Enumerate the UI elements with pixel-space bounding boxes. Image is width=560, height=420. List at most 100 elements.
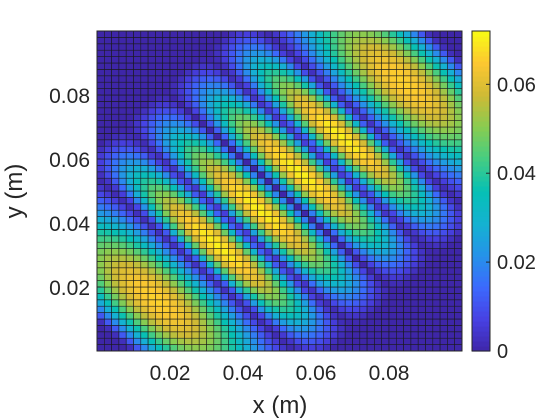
heatmap-cell: [177, 94, 185, 102]
heatmap-cell: [425, 286, 434, 294]
heatmap-cell: [352, 305, 361, 313]
heatmap-cell: [206, 216, 215, 224]
heatmap-cell: [301, 197, 309, 205]
heatmap-cell: [315, 184, 324, 192]
heatmap-cell: [162, 241, 171, 249]
heatmap-cell: [162, 344, 171, 352]
heatmap-cell: [242, 139, 251, 147]
heatmap-cell: [206, 190, 215, 198]
heatmap-cell: [330, 267, 339, 275]
heatmap-cell: [293, 152, 302, 160]
heatmap-cell: [111, 81, 120, 89]
heatmap-cell: [242, 113, 251, 121]
heatmap-cell: [344, 254, 353, 262]
heatmap-cell: [279, 203, 288, 211]
heatmap-cell: [264, 133, 273, 141]
heatmap-cell: [169, 229, 178, 237]
heatmap-cell: [184, 286, 193, 294]
heatmap-cell: [177, 81, 185, 89]
heatmap-cell: [264, 267, 273, 275]
heatmap-cell: [381, 222, 390, 230]
heatmap-cell: [264, 229, 273, 237]
heatmap-cell: [104, 177, 112, 185]
heatmap-cell: [395, 152, 404, 160]
heatmap-cell: [330, 344, 339, 352]
colorbar-segment: [472, 136, 490, 142]
heatmap-cell: [271, 88, 280, 96]
heatmap-cell: [250, 299, 258, 307]
heatmap-cell: [271, 318, 280, 326]
heatmap-cell: [257, 305, 266, 313]
heatmap-cell: [169, 235, 178, 243]
heatmap-cell: [133, 81, 142, 89]
heatmap-cell: [242, 312, 251, 320]
heatmap-cell: [293, 177, 302, 185]
heatmap-cell: [191, 222, 200, 230]
heatmap-cell: [169, 88, 178, 96]
heatmap-cell: [337, 56, 346, 64]
heatmap-cell: [425, 254, 434, 262]
heatmap-cell: [454, 81, 463, 89]
heatmap-cell: [301, 299, 309, 307]
heatmap-cell: [198, 120, 207, 128]
heatmap-cell: [111, 101, 120, 109]
heatmap-cell: [432, 209, 441, 217]
heatmap-cell: [447, 305, 455, 313]
heatmap-cell: [374, 305, 382, 313]
heatmap-cell: [206, 113, 215, 121]
heatmap-cell: [308, 197, 317, 205]
heatmap-cell: [359, 216, 368, 224]
heatmap-cell: [250, 235, 258, 243]
heatmap-cell: [293, 49, 302, 57]
heatmap-cell: [184, 197, 193, 205]
heatmap-cell: [155, 30, 163, 38]
heatmap-cell: [403, 299, 412, 307]
heatmap-cell: [432, 165, 441, 173]
heatmap-cell: [447, 222, 455, 230]
heatmap-cell: [330, 299, 339, 307]
heatmap-cell: [301, 267, 309, 275]
colorbar-segment: [472, 166, 490, 172]
heatmap-cell: [439, 344, 448, 352]
heatmap-cell: [315, 293, 324, 301]
colorbar-segment: [472, 91, 490, 97]
heatmap-cell: [169, 177, 178, 185]
heatmap-cell: [191, 30, 200, 38]
heatmap-cell: [279, 113, 288, 121]
heatmap-cell: [388, 318, 397, 326]
heatmap-cell: [344, 120, 353, 128]
heatmap-cell: [454, 331, 463, 339]
heatmap-cell: [220, 107, 229, 115]
heatmap-cell: [228, 299, 236, 307]
heatmap-cell: [337, 94, 346, 102]
heatmap-cell: [257, 152, 266, 160]
heatmap-cell: [228, 344, 236, 352]
heatmap-cell: [279, 43, 288, 51]
heatmap-cell: [118, 126, 127, 134]
heatmap-cell: [250, 318, 258, 326]
heatmap-cell: [271, 286, 280, 294]
heatmap-cell: [191, 209, 200, 217]
heatmap-cell: [447, 88, 455, 96]
heatmap-cell: [417, 101, 426, 109]
heatmap-cell: [439, 165, 448, 173]
heatmap-cell: [352, 171, 361, 179]
heatmap-cell: [198, 139, 207, 147]
heatmap-cell: [279, 101, 288, 109]
heatmap-cell: [220, 229, 229, 237]
heatmap-cell: [191, 75, 200, 83]
heatmap-cell: [162, 152, 171, 160]
heatmap-cell: [374, 261, 382, 269]
colorbar-segment: [472, 261, 490, 267]
heatmap-cell: [352, 229, 361, 237]
heatmap-cell: [381, 229, 390, 237]
heatmap-cell: [133, 235, 142, 243]
heatmap-cell: [286, 222, 295, 230]
heatmap-cell: [118, 120, 127, 128]
heatmap-cell: [374, 81, 382, 89]
heatmap-cell: [220, 177, 229, 185]
heatmap-cell: [359, 190, 368, 198]
heatmap-cell: [286, 158, 295, 166]
heatmap-cell: [403, 293, 412, 301]
heatmap-cell: [395, 171, 404, 179]
